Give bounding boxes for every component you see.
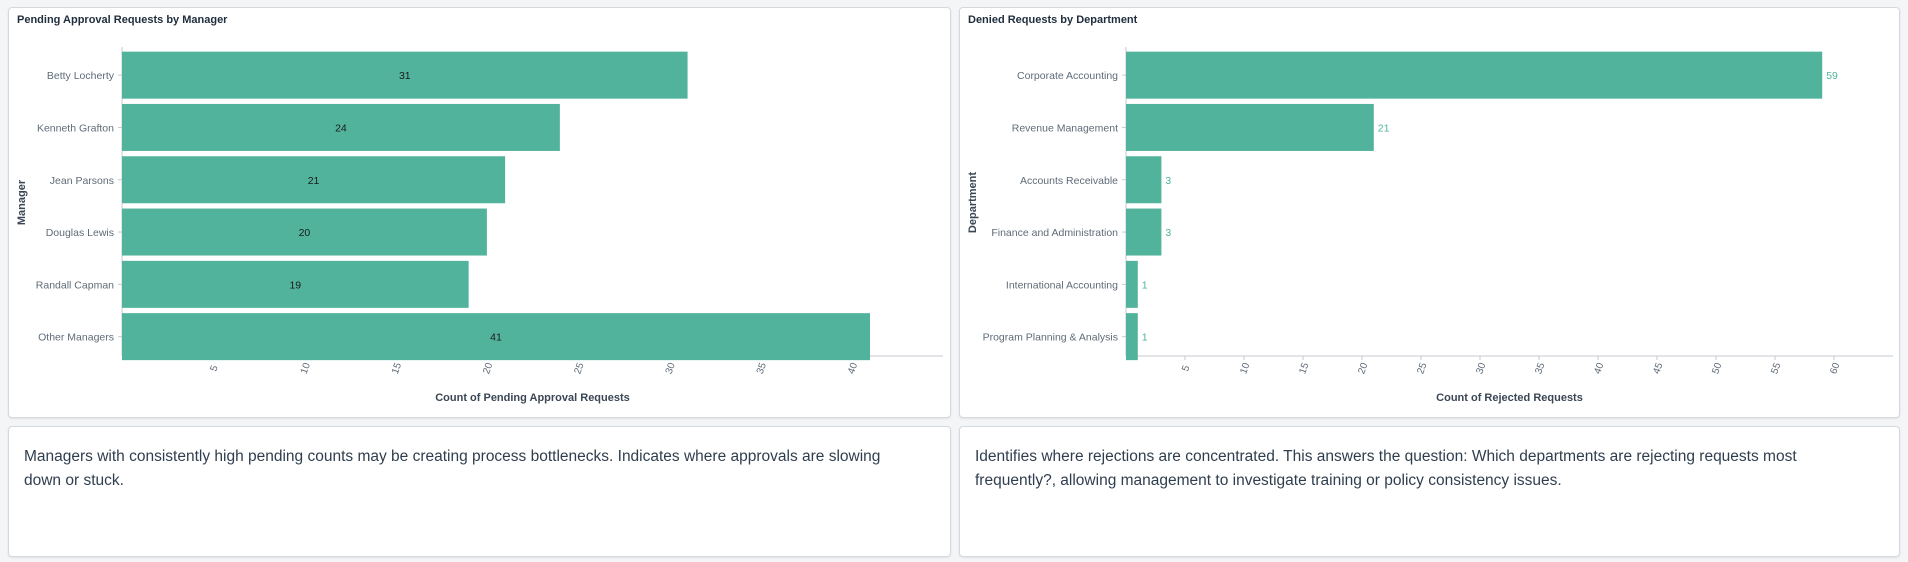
chart1-x-tick-label: 50 — [1710, 361, 1724, 376]
chart0-bar[interactable] — [122, 260, 469, 308]
chart1-data-label: 1 — [1142, 332, 1148, 344]
chart1-x-axis-title: Count of Rejected Requests — [1436, 392, 1583, 404]
chart1-x-tick-label: 5 — [1180, 364, 1192, 373]
chart0-data-label: 41 — [490, 332, 502, 344]
pending-chart-panel: Pending Approval Requests by Manager 5 10… — [8, 7, 951, 418]
chart1-x-tick-label: 15 — [1297, 361, 1311, 376]
pending-note-panel: Managers with consistently high pending … — [8, 426, 951, 557]
chart0-category-label: Kenneth Grafton — [37, 122, 114, 134]
chart0-category-label: Betty Locherty — [47, 70, 115, 82]
chart1-category-label: International Accounting — [1006, 279, 1118, 291]
chart1-bar[interactable] — [1126, 103, 1374, 151]
chart1-data-label: 59 — [1826, 70, 1838, 82]
chart0-x-tick-label: 5 — [209, 364, 221, 373]
chart1-category-label: Finance and Administration — [991, 227, 1118, 239]
chart0-data-label: 20 — [299, 227, 311, 239]
denied-chart-svg: 5 10 15 20 25 30 35 40 45 50 55 60 Corporate Account… — [967, 47, 1893, 404]
chart0-bar[interactable] — [122, 156, 506, 204]
chart0-data-label: 21 — [308, 175, 320, 187]
chart1-x-tick-label: 55 — [1769, 361, 1783, 376]
chart0-x-tick-label: 10 — [299, 361, 313, 376]
chart1-y-axis-title: Department — [967, 172, 979, 233]
chart0-x-tick-label: 35 — [755, 361, 769, 376]
pending-note-text: Managers with consistently high pending … — [24, 448, 881, 489]
chart0-bar[interactable] — [122, 51, 688, 99]
chart0-bar[interactable] — [122, 313, 871, 361]
chart0-x-tick-label: 30 — [664, 361, 678, 376]
chart1-x-tick-label: 40 — [1592, 361, 1606, 376]
chart0-category-label: Randall Capman — [36, 279, 114, 291]
chart1-x-tick-label: 45 — [1651, 361, 1665, 376]
chart1-data-label: 21 — [1378, 122, 1390, 134]
chart1-bar[interactable] — [1126, 156, 1162, 204]
denied-note-text: Identifies where rejections are concentr… — [975, 448, 1797, 489]
denied-note-panel: Identifies where rejections are concentr… — [959, 426, 1900, 557]
chart0-data-label: 24 — [335, 122, 347, 134]
denied-chart-panel: Denied Requests by Department 5 10 15 20 25 3… — [959, 7, 1900, 418]
chart1-bar[interactable] — [1126, 208, 1162, 256]
chart0-x-tick-label: 15 — [390, 361, 404, 376]
chart0-data-label: 31 — [399, 70, 411, 82]
chart1-x-tick-label: 25 — [1415, 361, 1429, 376]
chart1-data-label: 3 — [1165, 227, 1171, 239]
chart1-x-tick-label: 60 — [1828, 361, 1842, 376]
chart1-x-tick-label: 35 — [1533, 361, 1547, 376]
chart0-data-label: 19 — [289, 279, 301, 291]
chart0-bar[interactable] — [122, 103, 560, 151]
chart0-x-tick-label: 20 — [481, 361, 495, 376]
denied-chart-title: Denied Requests by Department — [968, 14, 1138, 26]
chart0-bar[interactable] — [122, 208, 487, 256]
chart0-y-axis-title: Manager — [16, 179, 28, 225]
chart1-category-label: Accounts Receivable — [1020, 175, 1118, 187]
chart1-data-label: 3 — [1165, 175, 1171, 187]
chart1-category-label: Program Planning & Analysis — [983, 332, 1118, 344]
pending-chart-title: Pending Approval Requests by Manager — [17, 14, 228, 26]
chart0-x-axis-title: Count of Pending Approval Requests — [435, 392, 630, 404]
chart0-category-label: Douglas Lewis — [46, 227, 114, 239]
chart1-bar[interactable] — [1126, 260, 1138, 308]
pending-chart-svg: 5 10 15 20 25 30 35 40 Betty Locherty 31 Kenneth G… — [16, 47, 943, 404]
chart0-x-tick-label: 25 — [572, 361, 586, 376]
chart1-data-label: 1 — [1142, 279, 1148, 291]
chart0-x-tick-label: 40 — [846, 361, 860, 376]
chart0-category-label: Jean Parsons — [50, 175, 114, 187]
chart1-x-tick-label: 30 — [1474, 361, 1488, 376]
chart1-x-tick-label: 10 — [1238, 361, 1252, 376]
chart1-category-label: Revenue Management — [1012, 122, 1118, 134]
chart1-category-label: Corporate Accounting — [1017, 70, 1118, 82]
chart1-bar[interactable] — [1126, 51, 1823, 99]
chart1-bar[interactable] — [1126, 313, 1138, 361]
chart0-category-label: Other Managers — [38, 332, 114, 344]
chart1-x-tick-label: 20 — [1356, 361, 1370, 376]
